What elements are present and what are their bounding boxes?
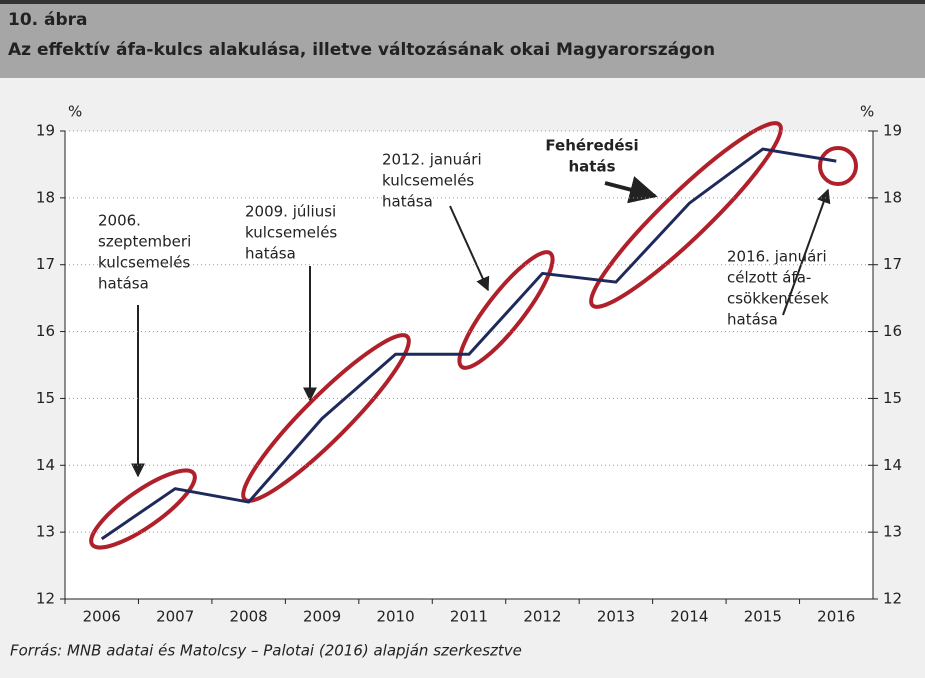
arrows (131, 176, 831, 478)
x-tick-label: 2014 (670, 608, 708, 626)
y2-tick-label: 15 (883, 389, 902, 407)
annotation: kulcsemelés (98, 254, 190, 272)
y-tick-label: 12 (36, 590, 55, 608)
annotation: kulcsemelés (382, 172, 474, 190)
y-tick-label: 19 (36, 122, 55, 140)
y2-axis-label: % (860, 103, 874, 121)
x-tick-label: 2011 (450, 608, 488, 626)
annotation: 2009. júliusi (245, 203, 336, 221)
annotation: célzott áfa- (727, 269, 811, 287)
annotation: 2006. (98, 212, 141, 230)
chart-subtitle: Az effektív áfa-kulcs alakulása, illetve… (8, 40, 715, 60)
header (0, 0, 925, 78)
y-tick-label: 18 (36, 188, 55, 206)
annotation: 2016. januári (727, 248, 827, 266)
annotation: Fehéredési (545, 137, 638, 155)
annotation: kulcsemelés (245, 224, 337, 242)
y-tick-label: 14 (36, 456, 55, 474)
annotation: hatása (382, 193, 433, 211)
y2-tick-label: 12 (883, 590, 902, 608)
highlight (589, 121, 783, 309)
annotation: szeptemberi (98, 233, 191, 251)
highlight (241, 333, 411, 503)
x-tick-label: 2012 (523, 608, 561, 626)
highlights (89, 121, 858, 550)
y-tick-label: 13 (36, 523, 55, 541)
y2-tick-label: 17 (883, 255, 902, 273)
x-tick-label: 2010 (376, 608, 414, 626)
x-tick-label: 2006 (83, 608, 121, 626)
highlight (457, 250, 555, 370)
arrow (782, 188, 831, 316)
header-rule (0, 0, 925, 4)
x-tick-label: 2008 (230, 608, 268, 626)
chart-title: 10. ábra (8, 10, 88, 30)
x-tick-label: 2009 (303, 608, 341, 626)
y2-tick-label: 16 (883, 322, 902, 340)
y2-tick-label: 19 (883, 122, 902, 140)
annotation: hatása (245, 245, 296, 263)
plot-area (65, 131, 873, 599)
x-tick-label: 2016 (817, 608, 855, 626)
y-tick-label: 17 (36, 255, 55, 273)
x-tick-label: 2007 (156, 608, 194, 626)
annotation: hatás (568, 158, 615, 176)
arrow (449, 205, 490, 292)
annotation: csökkentések (727, 290, 829, 308)
annotation: 2012. januári (382, 151, 482, 169)
highlight (818, 146, 858, 186)
x-tick-label: 2013 (597, 608, 635, 626)
y2-tick-label: 18 (883, 188, 902, 206)
source: Forrás: MNB adatai és Matolcsy – Palotai… (10, 642, 522, 660)
annotation: hatása (98, 275, 149, 293)
y2-tick-label: 14 (883, 456, 902, 474)
y-axis-label: % (68, 103, 82, 121)
y-tick-label: 15 (36, 389, 55, 407)
series-line (100, 147, 837, 541)
y-tick-label: 16 (36, 322, 55, 340)
arrow (604, 176, 658, 204)
x-tick-label: 2015 (744, 608, 782, 626)
y2-tick-label: 13 (883, 523, 902, 541)
annotation: hatása (727, 311, 778, 329)
highlight (89, 468, 197, 550)
